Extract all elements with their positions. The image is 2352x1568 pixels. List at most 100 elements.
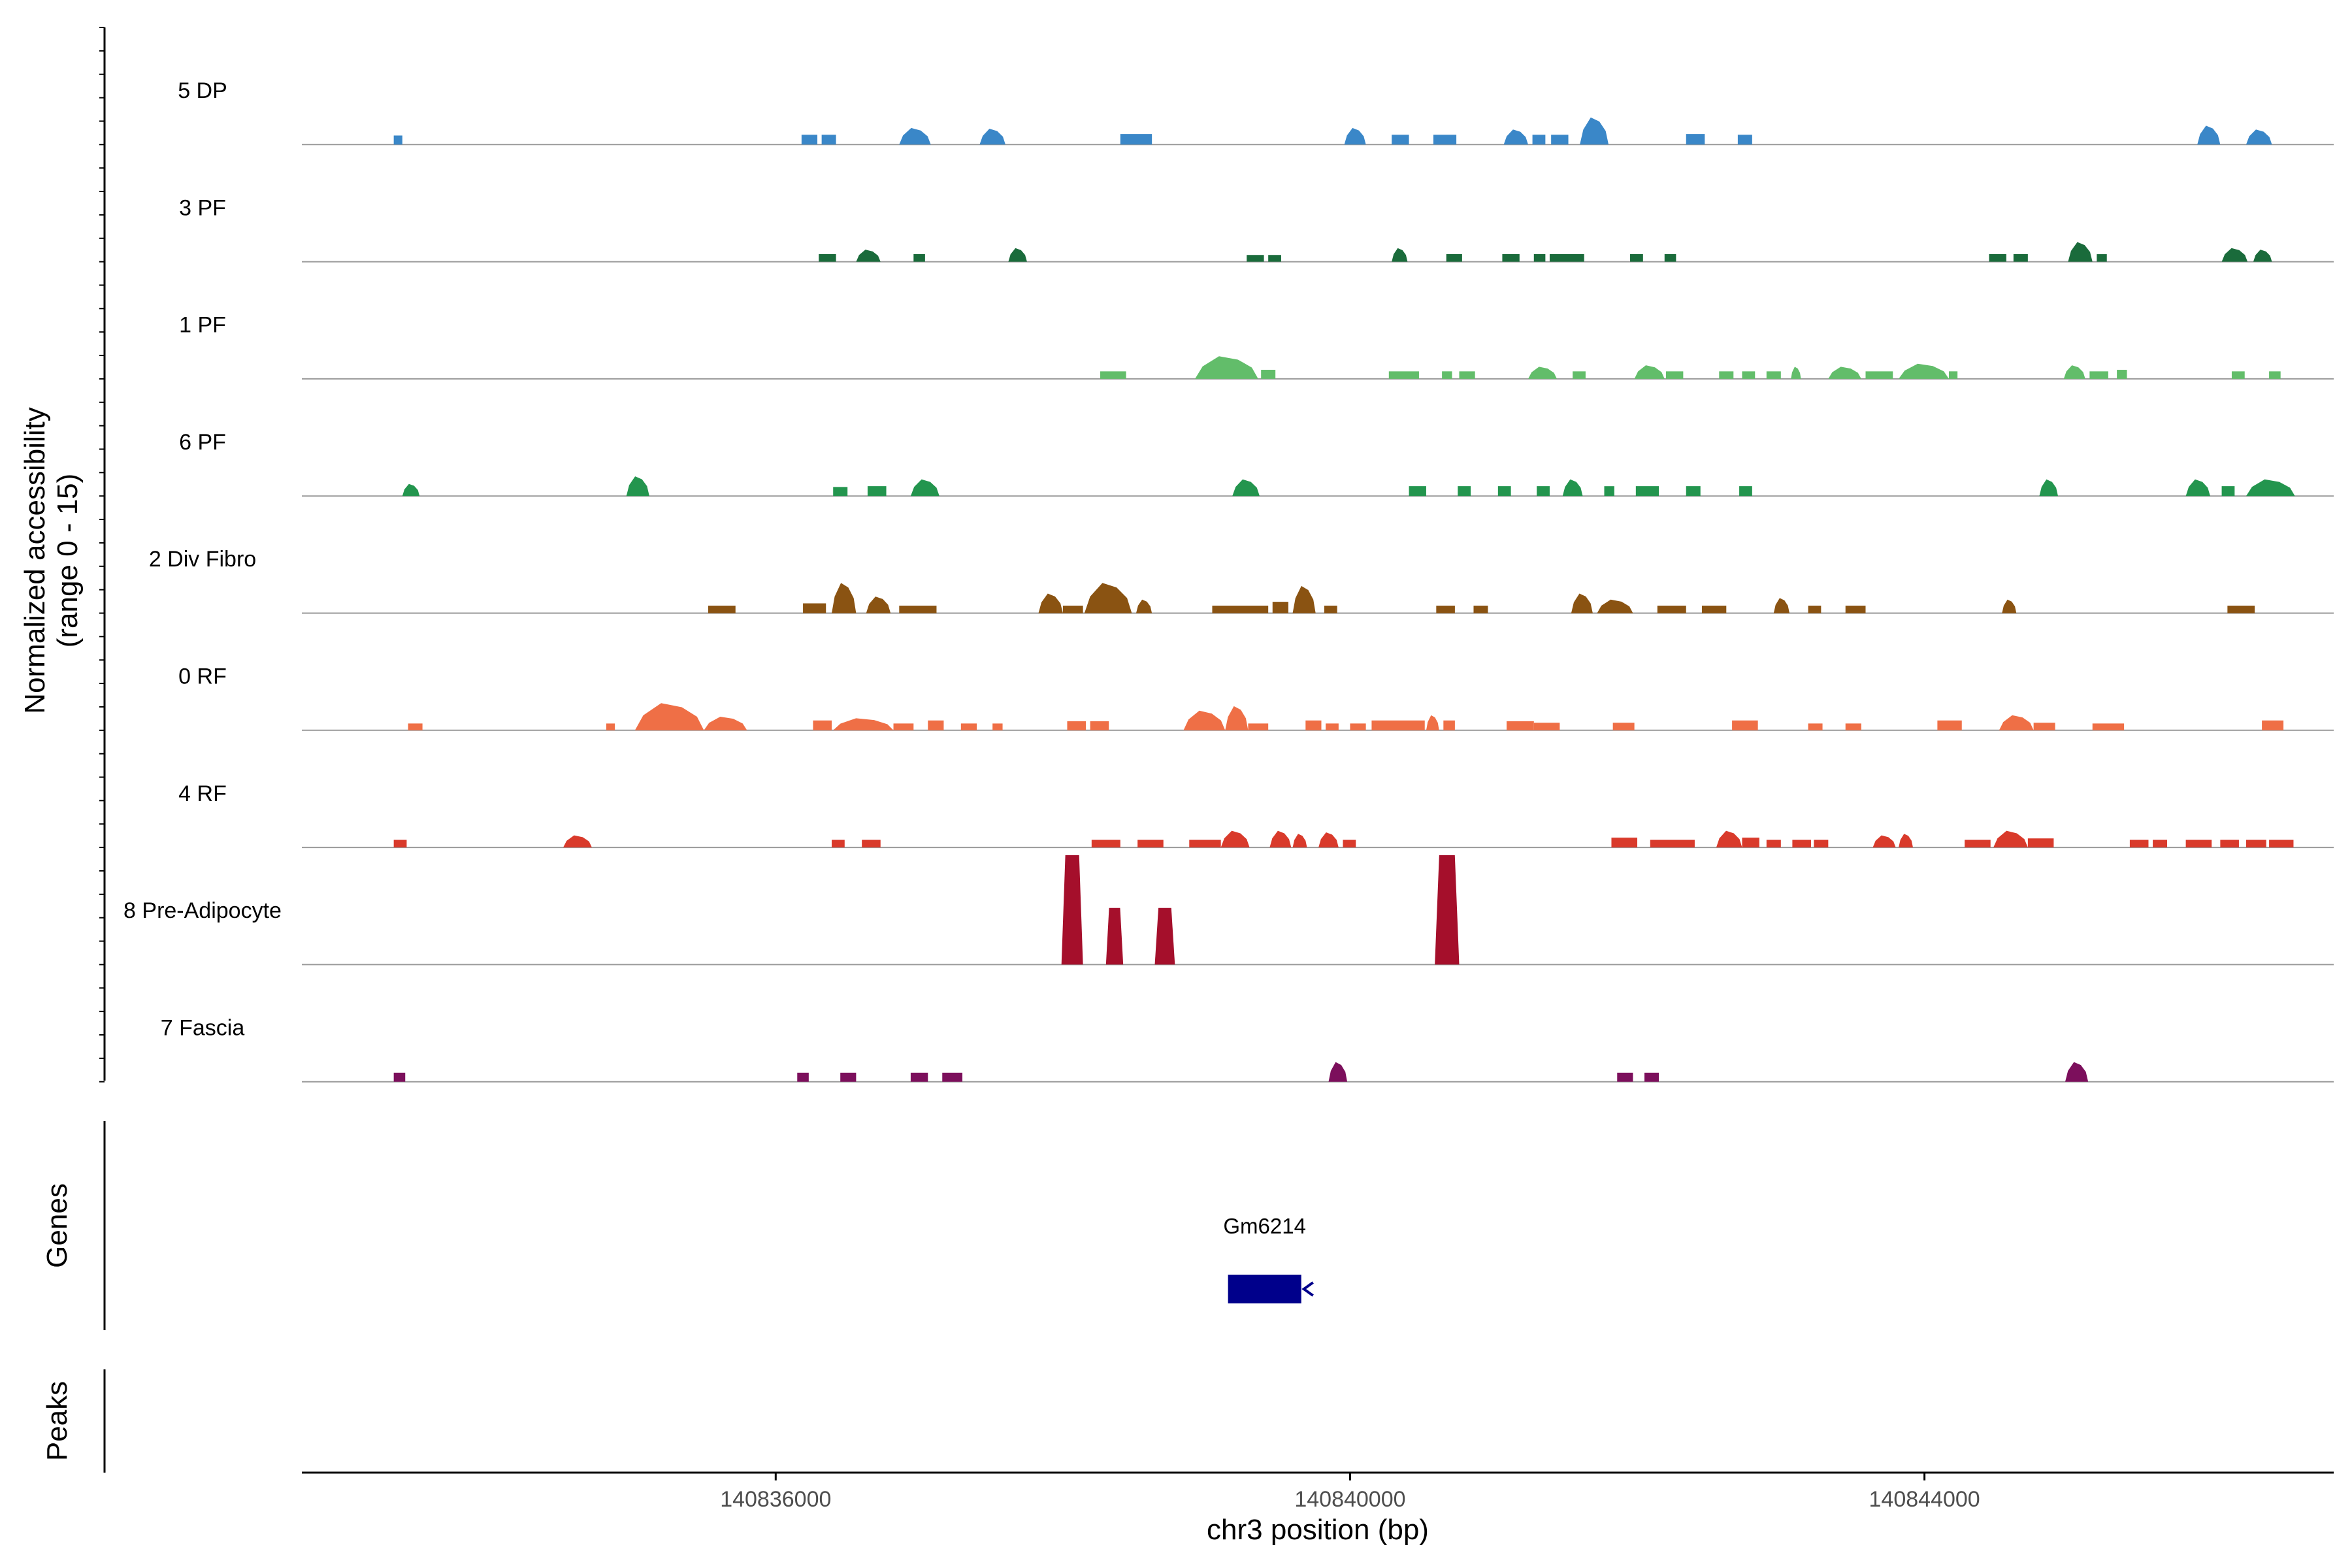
track-0-rf: 0 RF bbox=[178, 664, 2334, 731]
coverage-peak bbox=[1371, 720, 1425, 730]
coverage-peak bbox=[1435, 855, 1460, 965]
coverage-peak bbox=[899, 605, 937, 613]
coverage-peak bbox=[1261, 370, 1276, 379]
coverage-peak bbox=[1937, 720, 1962, 730]
coverage-peak bbox=[1343, 840, 1356, 848]
coverage-peak bbox=[1719, 371, 1734, 379]
coverage-peak bbox=[1350, 723, 1366, 730]
coverage-peak bbox=[833, 718, 894, 730]
coverage-peak bbox=[821, 135, 836, 145]
coverage-peak bbox=[1409, 486, 1426, 497]
coverage-peak bbox=[1507, 721, 1534, 730]
track-label: 8 Pre-Adipocyte bbox=[123, 898, 282, 923]
coverage-peak bbox=[840, 1072, 857, 1082]
coverage-peak bbox=[1808, 605, 1821, 613]
coverage-peak bbox=[797, 1072, 809, 1082]
coverage-peak bbox=[606, 723, 615, 730]
coverage-peak bbox=[1657, 605, 1686, 613]
coverage-peak bbox=[867, 486, 887, 497]
coverage-peak bbox=[1742, 371, 1756, 379]
coverage-peak bbox=[1090, 721, 1109, 730]
coverage-peak bbox=[979, 129, 1005, 145]
track-label: 0 RF bbox=[178, 664, 227, 689]
coverage-peak bbox=[1630, 254, 1643, 262]
coverage-peak bbox=[1635, 486, 1659, 497]
coverage-peak bbox=[402, 483, 420, 497]
coverage-peak bbox=[2227, 605, 2255, 613]
coverage-peak bbox=[2269, 840, 2294, 848]
coverage-peak bbox=[862, 840, 881, 848]
coverage-peak bbox=[2246, 479, 2295, 497]
track-4-rf: 4 RF bbox=[178, 781, 2334, 849]
coverage-peak bbox=[866, 596, 891, 613]
coverage-peak bbox=[1791, 367, 1801, 379]
coverage-peak bbox=[1527, 367, 1557, 379]
coverage-peak bbox=[1828, 367, 1861, 379]
coverage-peak bbox=[1473, 605, 1488, 613]
coverage-peak bbox=[2246, 129, 2272, 145]
coverage-peak bbox=[1318, 832, 1339, 848]
coverage-peak bbox=[1899, 834, 1914, 848]
coverage-peak bbox=[1634, 365, 1665, 379]
coverage-peak bbox=[1225, 706, 1249, 730]
coverage-peak bbox=[1324, 605, 1337, 613]
coverage-peak bbox=[1502, 254, 1520, 262]
coverage-peak bbox=[2068, 242, 2093, 262]
coverage-tracks: 5 DP 3 PF 1 PF 6 PF 2 Div Fibro 0 RF 4 RF 8 Pre… bbox=[123, 78, 2334, 1083]
coverage-peak bbox=[393, 840, 407, 848]
track-label: 3 PF bbox=[179, 195, 226, 220]
coverage-peak bbox=[563, 835, 592, 848]
track-7-fascia: 7 Fascia bbox=[161, 1015, 2334, 1083]
coverage-peak bbox=[1532, 135, 1546, 145]
coverage-peak bbox=[1808, 723, 1823, 730]
coverage-peak bbox=[2033, 723, 2055, 730]
coverage-peak bbox=[1326, 723, 1339, 730]
coverage-peak bbox=[1091, 840, 1120, 848]
coverage-peak bbox=[2185, 479, 2210, 497]
coverage-peak bbox=[1989, 254, 2006, 262]
coverage-peak bbox=[2092, 723, 2125, 730]
coverage-peak bbox=[1135, 599, 1152, 613]
coverage-peak bbox=[1305, 720, 1322, 730]
track-2-div-fibro: 2 Div Fibro bbox=[149, 547, 2334, 614]
coverage-peak bbox=[1716, 830, 1742, 848]
coverage-peak bbox=[626, 476, 649, 497]
gene-exon bbox=[1228, 1275, 1301, 1303]
genes-track-label: Genes bbox=[41, 1183, 73, 1268]
coverage-peak bbox=[1084, 583, 1132, 613]
coverage-peak bbox=[1426, 715, 1439, 730]
coverage-peak bbox=[1195, 356, 1258, 379]
track-label: 5 DP bbox=[178, 78, 227, 103]
coverage-peak bbox=[1137, 840, 1164, 848]
coverage-peak bbox=[2231, 371, 2245, 379]
coverage-peak bbox=[1773, 598, 1790, 613]
x-tick-label: 140844000 bbox=[1869, 1487, 1980, 1512]
x-tick-label: 140840000 bbox=[1294, 1487, 1405, 1512]
coverage-peak bbox=[803, 603, 826, 613]
track-6-pf: 6 PF bbox=[179, 430, 2334, 497]
coverage-peak bbox=[1212, 605, 1269, 613]
coverage-peak bbox=[1686, 134, 1705, 145]
coverage-peak bbox=[1497, 486, 1511, 497]
coverage-peak bbox=[1965, 840, 1991, 848]
coverage-peak bbox=[1105, 907, 1124, 965]
coverage-peak bbox=[910, 479, 939, 497]
coverage-peak bbox=[2129, 840, 2149, 848]
coverage-peak bbox=[1328, 1062, 1348, 1082]
coverage-peak bbox=[1388, 371, 1419, 379]
coverage-peak bbox=[1268, 255, 1281, 262]
coverage-peak bbox=[1446, 254, 1462, 262]
track-1-pf: 1 PF bbox=[179, 313, 2334, 380]
coverage-peak bbox=[1344, 127, 1366, 145]
coverage-peak bbox=[1272, 602, 1288, 613]
coverage-peak bbox=[910, 1072, 928, 1082]
gene-label: Gm6214 bbox=[1223, 1214, 1306, 1238]
peaks-track-label: Peaks bbox=[41, 1381, 73, 1461]
coverage-peak bbox=[2185, 840, 2212, 848]
coverage-peak bbox=[2269, 371, 2281, 379]
coverage-peak bbox=[2221, 486, 2235, 497]
coverage-peak bbox=[1617, 1072, 1633, 1082]
coverage-peak bbox=[1766, 371, 1781, 379]
coverage-peak bbox=[708, 605, 736, 613]
coverage-peak bbox=[2220, 840, 2239, 848]
